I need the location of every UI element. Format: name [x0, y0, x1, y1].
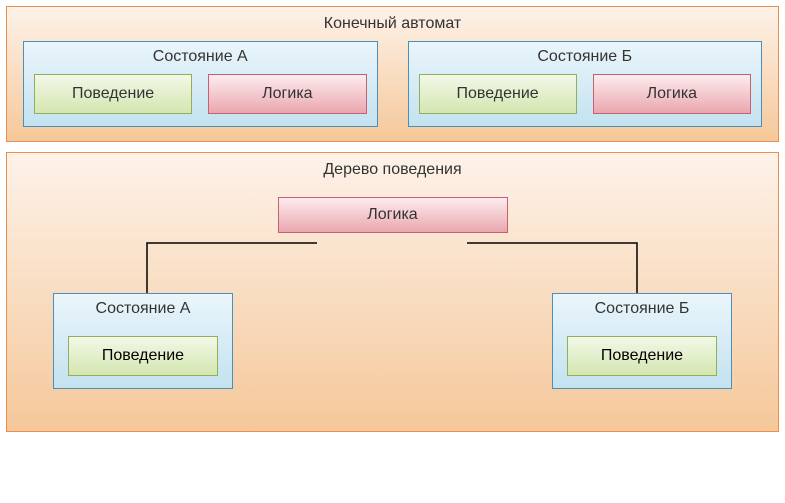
- btree-state-a-behavior-label: Поведение: [102, 347, 184, 364]
- fsm-state-a-behavior-label: Поведение: [72, 85, 154, 102]
- fsm-state-b-behavior-label: Поведение: [457, 85, 539, 102]
- fsm-state-a-title: Состояние А: [34, 48, 367, 66]
- btree-title: Дерево поведения: [23, 161, 762, 179]
- btree-state-b-behavior-label: Поведение: [601, 347, 683, 364]
- fsm-states-row: Состояние А Поведение Логика Состояние Б…: [23, 41, 762, 127]
- btree-state-a-title: Состояние А: [68, 300, 218, 318]
- fsm-state-a-inner: Поведение Логика: [34, 74, 367, 114]
- btree-state-b-title: Состояние Б: [567, 300, 717, 318]
- btree-state-a: Состояние А Поведение: [53, 293, 233, 389]
- btree-panel: Дерево поведения Логика Состояние А Пове…: [6, 152, 779, 432]
- btree-logic-node: Логика: [278, 197, 508, 233]
- btree-state-b: Состояние Б Поведение: [552, 293, 732, 389]
- fsm-state-b-logic: Логика: [593, 74, 751, 114]
- fsm-state-a-logic: Логика: [208, 74, 366, 114]
- btree-logic-label: Логика: [367, 206, 417, 223]
- fsm-state-b-inner: Поведение Логика: [419, 74, 752, 114]
- fsm-state-a-logic-label: Логика: [262, 85, 312, 102]
- btree-states-row: Состояние А Поведение Состояние Б Поведе…: [23, 293, 762, 389]
- fsm-state-a: Состояние А Поведение Логика: [23, 41, 378, 127]
- fsm-state-b-logic-label: Логика: [647, 85, 697, 102]
- fsm-title: Конечный автомат: [23, 15, 762, 33]
- fsm-state-a-behavior: Поведение: [34, 74, 192, 114]
- fsm-state-b-title: Состояние Б: [419, 48, 752, 66]
- fsm-state-b-behavior: Поведение: [419, 74, 577, 114]
- fsm-state-b: Состояние Б Поведение Логика: [408, 41, 763, 127]
- btree-state-b-behavior: Поведение: [567, 336, 717, 376]
- fsm-panel: Конечный автомат Состояние А Поведение Л…: [6, 6, 779, 142]
- btree-state-a-behavior: Поведение: [68, 336, 218, 376]
